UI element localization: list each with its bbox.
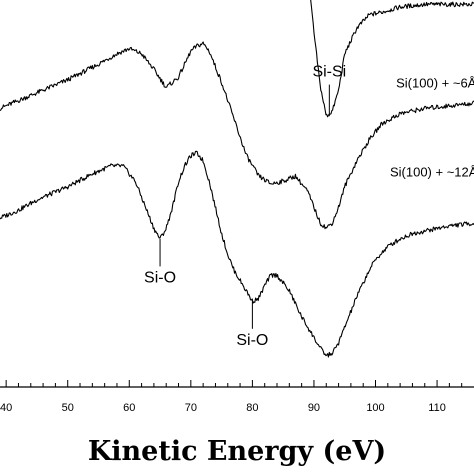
annotation-label: Si-O (236, 332, 268, 349)
annotation-label: Si-O (144, 269, 176, 286)
x-axis-title: Kinetic Energy (eV) (87, 436, 387, 467)
x-tick-label: 80 (246, 402, 258, 414)
x-tick-label: 70 (185, 402, 197, 414)
series-label-3: Si(100) + ~12Å (390, 164, 474, 179)
x-tick-label: 110 (428, 402, 446, 414)
series-line-2 (0, 41, 474, 230)
x-axis: 40 50 60 70 80 90 100 110 (0, 380, 474, 414)
x-tick-label: 60 (123, 402, 135, 414)
series-layer (0, 0, 474, 358)
series-label-2: Si(100) + ~6Å (396, 76, 474, 91)
annotation-layer: Si-Si Si-O Si-O (144, 64, 346, 349)
x-tick-label: 40 (0, 402, 12, 414)
x-tick-label: 50 (62, 402, 74, 414)
x-tick-label: 90 (308, 402, 320, 414)
x-tick-label: 100 (366, 402, 384, 414)
series-line-3 (0, 150, 474, 358)
series-line-1 (310, 0, 474, 118)
annotation-label: Si-Si (312, 64, 346, 81)
